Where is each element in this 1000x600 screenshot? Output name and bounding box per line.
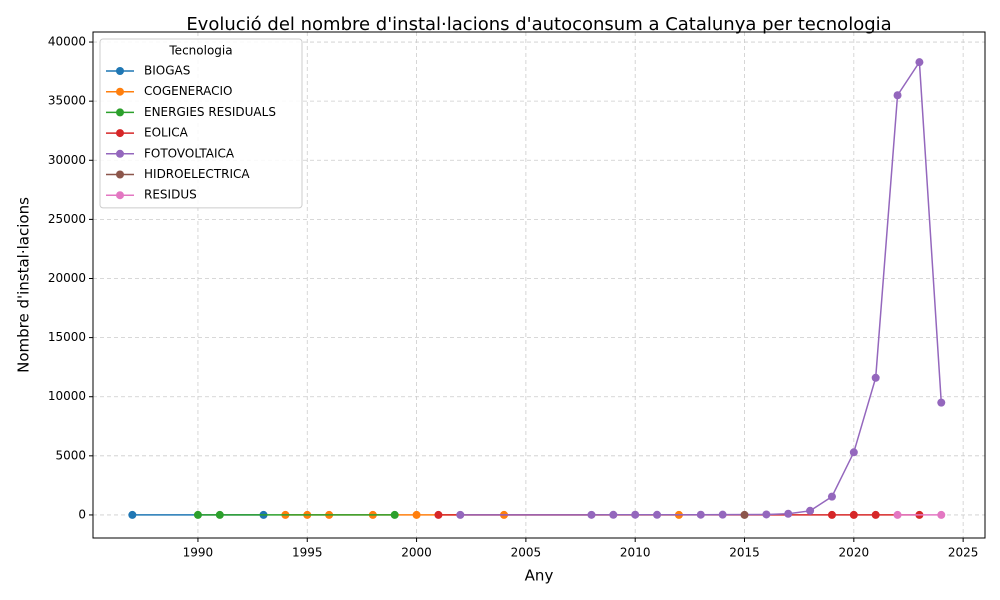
legend-marker bbox=[116, 170, 124, 179]
x-tick-label: 1990 bbox=[183, 546, 214, 560]
data-point bbox=[456, 510, 465, 519]
series-line bbox=[460, 59, 943, 516]
legend-label: EOLICA bbox=[144, 126, 189, 140]
x-tick-label: 2020 bbox=[839, 546, 870, 560]
data-point bbox=[434, 510, 443, 519]
data-point bbox=[871, 510, 880, 519]
data-point bbox=[893, 510, 902, 519]
data-point bbox=[696, 510, 705, 519]
legend-label: BIOGAS bbox=[144, 64, 190, 78]
chart-title: Evolució del nombre d'instal·lacions d'a… bbox=[186, 14, 891, 35]
data-point bbox=[806, 506, 815, 515]
data-point bbox=[762, 510, 771, 519]
x-axis-label: Any bbox=[525, 567, 554, 585]
legend-marker bbox=[116, 87, 124, 96]
legend-box bbox=[99, 38, 303, 209]
legend-marker bbox=[116, 149, 124, 158]
legend-marker bbox=[116, 129, 124, 138]
data-point bbox=[849, 510, 858, 519]
y-tick-label: 5000 bbox=[55, 448, 86, 462]
data-point bbox=[718, 510, 727, 519]
data-point bbox=[740, 510, 749, 519]
x-tick-label: 2005 bbox=[511, 546, 542, 560]
y-tick-label: 40000 bbox=[48, 35, 86, 49]
x-tick-label: 2010 bbox=[620, 546, 651, 560]
x-tick-label: 2015 bbox=[729, 546, 760, 560]
data-point bbox=[390, 510, 399, 519]
data-point bbox=[609, 510, 618, 519]
x-tick-label: 2025 bbox=[948, 546, 979, 560]
data-point bbox=[937, 398, 946, 407]
data-point bbox=[827, 492, 836, 501]
data-point bbox=[784, 509, 793, 518]
data-point bbox=[849, 448, 858, 457]
plot-frame bbox=[92, 31, 986, 539]
legend-label: FOTOVOLTAICA bbox=[144, 146, 235, 160]
y-axis-label: Nombre d'instal·lacions bbox=[15, 197, 33, 373]
legend-marker bbox=[116, 108, 124, 117]
legend-label: COGENERACIO bbox=[144, 84, 232, 98]
y-tick-label: 10000 bbox=[48, 389, 86, 403]
legend-marker bbox=[116, 191, 124, 200]
y-tick-label: 0 bbox=[78, 507, 86, 521]
y-tick-label: 25000 bbox=[48, 212, 86, 226]
data-point bbox=[128, 510, 137, 519]
legend-label: RESIDUS bbox=[144, 188, 197, 202]
data-point bbox=[893, 91, 902, 100]
legend-marker bbox=[116, 67, 124, 75]
data-point bbox=[915, 58, 924, 67]
data-point bbox=[412, 510, 421, 519]
data-point bbox=[215, 510, 224, 519]
y-tick-label: 20000 bbox=[48, 271, 86, 285]
legend-title: Tecnologia bbox=[168, 44, 232, 58]
data-point bbox=[827, 510, 836, 519]
legend-label: ENERGIES RESIDUALS bbox=[144, 105, 276, 119]
x-tick-label: 1995 bbox=[292, 546, 323, 560]
x-tick-label: 2000 bbox=[401, 546, 432, 560]
y-tick-label: 35000 bbox=[48, 94, 86, 108]
data-point bbox=[193, 510, 202, 519]
data-point bbox=[937, 510, 946, 519]
data-point bbox=[871, 373, 880, 382]
data-point bbox=[653, 510, 662, 519]
y-tick-label: 15000 bbox=[48, 330, 86, 344]
y-tick-label: 30000 bbox=[48, 153, 86, 167]
data-point bbox=[587, 510, 596, 519]
legend-label: HIDROELECTRICA bbox=[144, 167, 250, 181]
data-point bbox=[631, 510, 640, 519]
